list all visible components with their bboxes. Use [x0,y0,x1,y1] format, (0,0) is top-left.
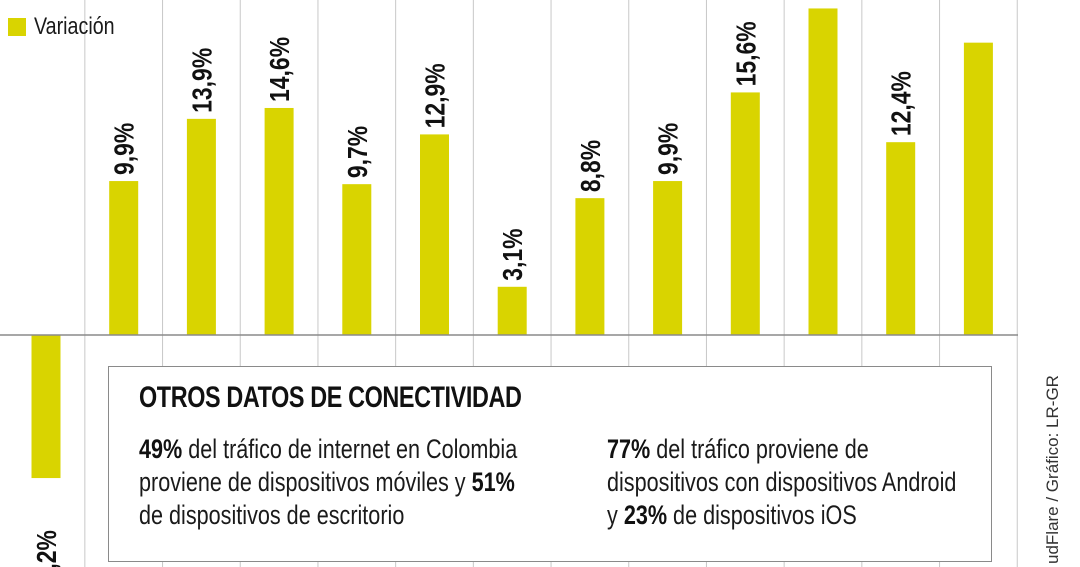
data-label: 9,9% [654,123,685,176]
bar [963,42,993,335]
info-mobile-desktop: 49% del tráfico de internet en Colombia … [139,433,517,532]
bar [886,142,916,335]
info-left-line-2: proviene de dispositivos móviles y 51% [139,466,517,499]
info-right-text-3b: de dispositivos iOS [667,500,857,530]
info-right-text-1: del tráfico proviene de [650,434,869,464]
bar [420,134,449,335]
source-credit: udFlare / Gráfico: LR-GR [1043,375,1062,564]
info-right-line-2: dispositivos con dispositivos Android [607,466,956,499]
data-label: 9,9% [110,123,141,176]
data-label: 3,1% [498,228,529,281]
bar [575,198,605,335]
info-title: OTROS DATOS DE CONECTIVIDAD [139,381,522,414]
data-label: 12,9% [420,63,451,128]
bar [808,8,838,335]
stat-android-traffic: 77% [607,434,651,464]
info-right-line-3: y 23% de dispositivos iOS [607,499,956,532]
bars [31,8,993,479]
info-left-text-1: del tráfico de internet en Colombia [182,434,518,464]
legend-swatch [8,18,26,36]
data-label: 14,6% [265,37,296,102]
stat-desktop-traffic: 51% [471,467,515,497]
info-left-line-3: de dispositivos de escritorio [139,499,517,532]
bar [109,181,139,335]
info-left-text-2: proviene de dispositivos móviles y [139,467,472,497]
data-label: 13,9% [187,48,218,113]
data-label: 15,6% [731,21,762,86]
legend: Variación [8,12,132,42]
bar [186,118,216,335]
bar [730,92,760,335]
info-box: OTROS DATOS DE CONECTIVIDAD 49% del tráf… [108,366,992,562]
bar [653,181,683,335]
data-label: -9,2% [32,530,63,567]
stat-ios-traffic: 23% [623,500,668,530]
legend-label: Variación [34,13,115,40]
bar [264,107,294,335]
bar [497,286,527,335]
info-left-line-1: 49% del tráfico de internet en Colombia [139,433,517,466]
info-right-line-1: 77% del tráfico proviene de [607,433,956,466]
data-label: 12,4% [887,71,918,136]
data-label: 8,8% [576,140,607,193]
info-right-text-2: dispositivos con dispositivos Android [607,467,957,497]
data-labels: -9,2% 9,9% 13,9% 14,6% 9,7% 12,9% 3,1% 8,8% 9,9%… [32,21,917,567]
info-android-ios: 77% del tráfico proviene de dispositivos… [607,433,956,532]
stat-mobile-traffic: 49% [139,434,183,464]
bar [342,184,372,335]
info-left-text-3: de dispositivos de escritorio [139,500,405,530]
info-right-text-3a: y [607,500,624,530]
data-label: 9,7% [343,126,374,179]
bar [31,335,61,479]
